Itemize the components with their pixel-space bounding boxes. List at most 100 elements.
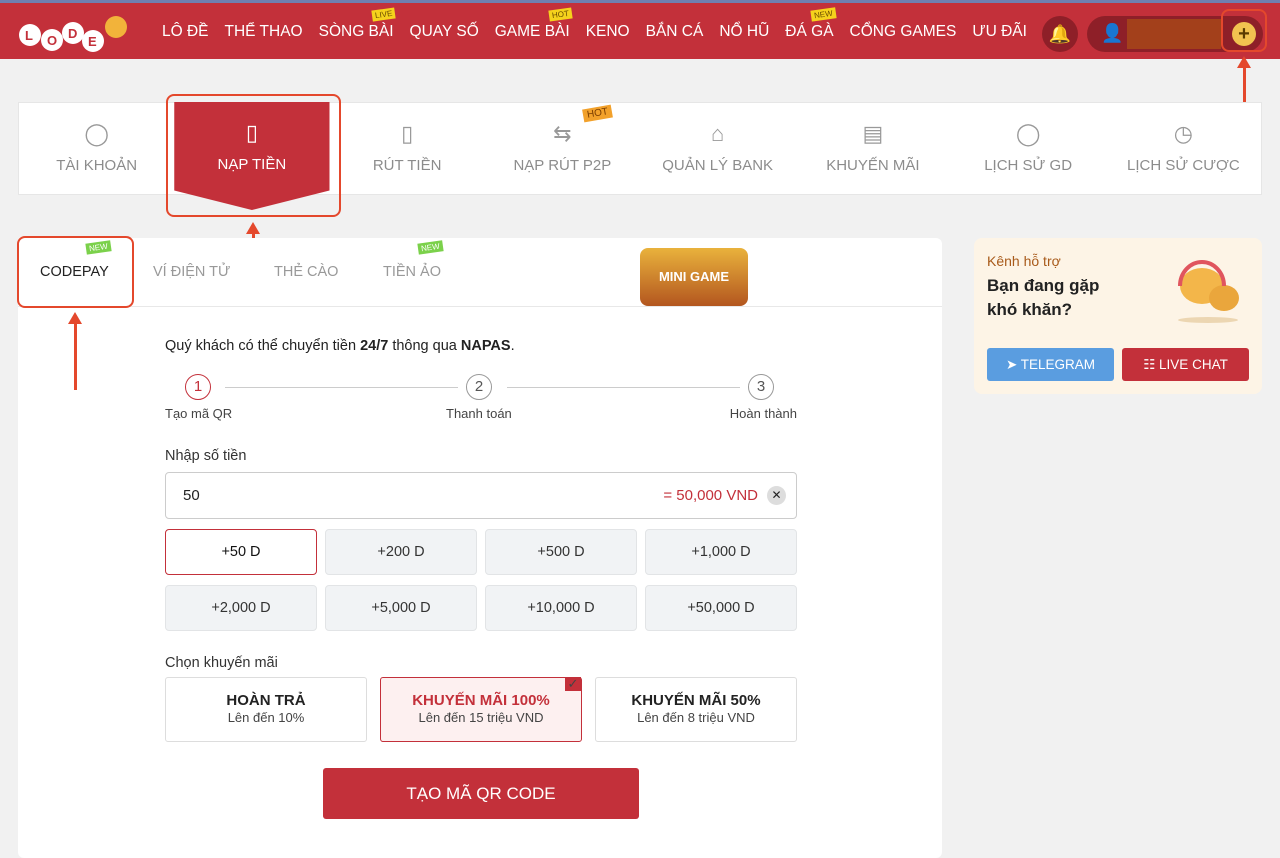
quick-amount-button[interactable]: +500 D (485, 529, 637, 575)
nav-label: NỔ HŨ (719, 23, 770, 40)
nav-da-ga[interactable]: ĐÁ GÀ NEW (785, 7, 837, 41)
deposit-panel: CODEPAY NEW VÍ ĐIỆN TỬ THẺ CÀO TIỀN ẢO NEW… (18, 238, 942, 858)
tab-label: TÀI KHOẢN (56, 157, 138, 174)
user-balance-pill[interactable]: 👤 (1087, 16, 1263, 52)
nav-cong-games[interactable]: CỔNG GAMES (850, 23, 957, 41)
promo-sub: Lên đến 15 triệu VND (418, 710, 544, 725)
subtab-label: VÍ ĐIỆN TỬ (153, 264, 231, 280)
annotation-arrow (1237, 56, 1251, 134)
annotation-box (17, 236, 134, 308)
clear-icon[interactable]: ✕ (767, 486, 786, 505)
nav-lo-de[interactable]: LÔ ĐỀ (162, 23, 209, 41)
nav-quay-so[interactable]: QUAY SỐ (410, 23, 479, 41)
lode-logo[interactable]: L O DE (18, 13, 130, 53)
tab-khuyen-mai[interactable]: ▤ KHUYẾN MÃI (795, 103, 950, 194)
nav-uu-dai[interactable]: ƯU ĐÃI (972, 23, 1027, 41)
stepper: 1 2 3 Tạo mã QR Thanh toán Hoàn thành (165, 374, 797, 444)
nav-label: QUAY SỐ (409, 23, 479, 40)
promo-options: HOÀN TRẢ Lên đến 10% ✓ KHUYẾN MÃI 100% Lên … (165, 677, 797, 742)
step-line (225, 387, 458, 388)
bell-icon[interactable]: 🔔 (1042, 16, 1078, 52)
nav-keno[interactable]: KENO (586, 23, 630, 41)
intro-text: Quý khách có thể chuyển tiền 24/7 thông … (165, 338, 515, 354)
nav-the-thao[interactable]: THỂ THAO (225, 23, 303, 41)
quick-amount-button[interactable]: +2,000 D (165, 585, 317, 631)
promo-label: Chọn khuyến mãi (165, 655, 278, 671)
bank-icon: ⌂ (710, 121, 725, 146)
amount-value: 50 (183, 487, 200, 504)
nav-song-bai[interactable]: SÒNG BÀI LIVE (319, 7, 397, 41)
nav-label: ƯU ĐÃI (972, 23, 1027, 40)
promo-sub: Lên đến 10% (227, 710, 305, 725)
tab-label: NẠP RÚT P2P (513, 157, 612, 174)
subtab-tien-ao[interactable]: TIỀN ẢO NEW (383, 240, 444, 280)
nav-label: KENO (585, 23, 630, 40)
incognito-icon: ◯ (84, 121, 109, 146)
step-label: Thanh toán (446, 406, 512, 421)
tab-rut-tien[interactable]: ▯ RÚT TIỀN (330, 103, 485, 194)
nav-label: LÔ ĐỀ (162, 23, 209, 40)
subtab-vi-dien-tu[interactable]: VÍ ĐIỆN TỬ (153, 264, 230, 280)
mini-game-button[interactable]: MINI GAME (640, 248, 748, 306)
annotation-arrow (68, 312, 82, 390)
tab-lich-su-cuoc[interactable]: ◷ LỊCH SỬ CƯỢC (1106, 103, 1261, 194)
create-qr-button[interactable]: TẠO MÃ QR CODE (323, 768, 639, 819)
quick-amount-button[interactable]: +50 D (165, 529, 317, 575)
quick-amount-button[interactable]: +10,000 D (485, 585, 637, 631)
nav-game-bai[interactable]: GAME BÀI HOT (494, 7, 573, 41)
main-nav: LÔ ĐỀ THỂ THAO SÒNG BÀI LIVE QUAY SỐ GAME… (162, 7, 1043, 41)
nav-label: GAME BÀI (494, 23, 570, 40)
quick-amount-button[interactable]: +5,000 D (325, 585, 477, 631)
account-tabs: ◯ TÀI KHOẢN ▯ NẠP TIỀN ▯ RÚT TIỀN HOT ⇆ NẠP R… (18, 102, 1262, 210)
step-2: 2 (466, 374, 492, 400)
tab-lich-su-gd[interactable]: ◯ LỊCH SỬ GD (951, 103, 1106, 194)
live-badge: LIVE (371, 7, 397, 22)
quick-amount-button[interactable]: +1,000 D (645, 529, 797, 575)
promo-50[interactable]: KHUYẾN MÃI 50% Lên đến 8 triệu VND (595, 677, 797, 742)
tab-nap-rut-p2p[interactable]: HOT ⇆ NẠP RÚT P2P (485, 103, 640, 194)
promo-sub: Lên đến 8 triệu VND (637, 710, 755, 725)
check-icon: ✓ (565, 677, 581, 691)
nav-ban-ca[interactable]: BẮN CÁ (646, 23, 704, 41)
step-1: 1 (185, 374, 211, 400)
tab-label: QUẢN LÝ BANK (662, 157, 774, 174)
hot-badge: HOT (581, 104, 613, 123)
step-label: Hoàn thành (729, 406, 797, 421)
quick-amount-button[interactable]: +50,000 D (645, 585, 797, 631)
subtab-codepay[interactable]: CODEPAY NEW (40, 240, 112, 280)
subtab-the-cao[interactable]: THẺ CÀO (274, 264, 338, 280)
plus-icon[interactable]: + (1232, 22, 1256, 46)
promo-title: KHUYẾN MÃI 100% (412, 692, 550, 709)
quick-amounts: +50 D +200 D +500 D +1,000 D +2,000 D +5… (165, 529, 797, 631)
codepay-form: Quý khách có thể chuyển tiền 24/7 thông … (165, 338, 797, 819)
tab-label: NẠP TIỀN (217, 156, 287, 173)
promo-100[interactable]: ✓ KHUYẾN MÃI 100% Lên đến 15 triệu VND (380, 677, 582, 742)
promo-hoan-tra[interactable]: HOÀN TRẢ Lên đến 10% (165, 677, 367, 742)
promo-title: KHUYẾN MÃI 50% (631, 692, 761, 709)
nav-label: CỔNG GAMES (849, 23, 957, 40)
svg-text:E: E (88, 34, 97, 49)
step-line (507, 387, 740, 388)
step-3: 3 (748, 374, 774, 400)
new-badge: NEW (810, 7, 837, 22)
subtab-label: TIỀN ẢO (383, 264, 442, 280)
tab-quan-ly-bank[interactable]: ⌂ QUẢN LÝ BANK (640, 103, 795, 194)
telegram-button[interactable]: ➤ TELEGRAM (987, 348, 1114, 381)
support-chat-icon (1178, 260, 1239, 323)
support-card: Kênh hỗ trợ Bạn đang gặp khó khăn? ➤ TEL… (974, 238, 1262, 394)
payment-method-tabs: CODEPAY NEW VÍ ĐIỆN TỬ THẺ CÀO TIỀN ẢO NEW… (18, 238, 942, 307)
live-chat-button[interactable]: ☷ LIVE CHAT (1122, 348, 1249, 381)
tab-tai-khoan[interactable]: ◯ TÀI KHOẢN (19, 103, 174, 194)
svg-text:D: D (68, 26, 77, 41)
tab-nap-tien[interactable]: ▯ NẠP TIỀN (174, 102, 330, 210)
user-icon: 👤 (1101, 23, 1124, 43)
deposit-icon: ▯ (245, 120, 258, 145)
tab-label: LỊCH SỬ GD (984, 157, 1073, 174)
amount-input[interactable]: 50 = 50,000 VND ✕ (165, 472, 797, 519)
nav-no-hu[interactable]: NỔ HŨ (719, 23, 769, 41)
annotation-box (1221, 9, 1267, 52)
step-label: Tạo mã QR (165, 406, 233, 421)
new-badge: NEW (417, 240, 444, 255)
quick-amount-button[interactable]: +200 D (325, 529, 477, 575)
